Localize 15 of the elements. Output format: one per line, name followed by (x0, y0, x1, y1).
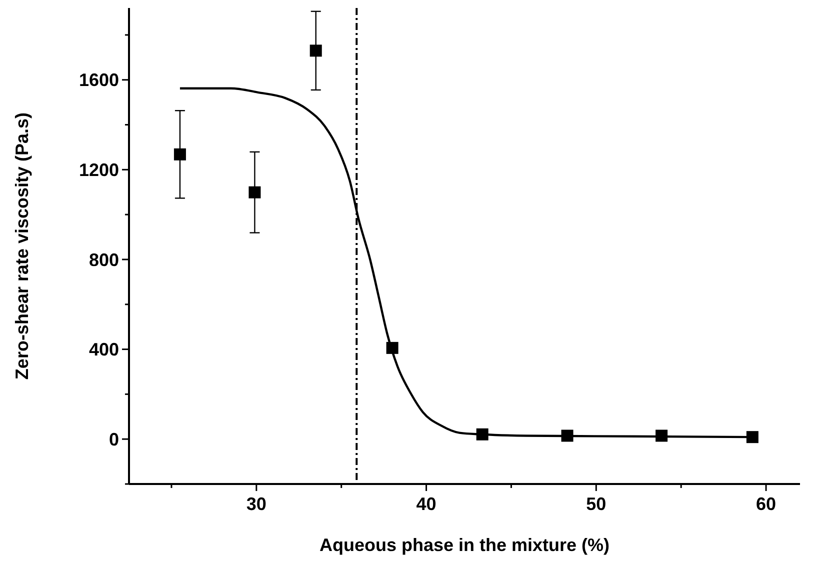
point (746, 431, 758, 444)
y-tick-label: 800 (88, 250, 119, 270)
x-tick-label: 50 (586, 494, 606, 514)
point (310, 44, 322, 57)
point (174, 148, 186, 160)
y-axis-title: Zero-shear rate viscosity (Pa.s) (12, 112, 32, 380)
y-tick-label: 0 (108, 429, 119, 450)
point (248, 186, 261, 198)
x-axis-title: Aqueous phase in the mixture (%) (319, 535, 610, 555)
x-tick-label: 40 (416, 494, 436, 514)
y-tick-label: 1200 (78, 160, 119, 180)
y-tick-label: 400 (88, 340, 119, 360)
x-tick-label: 30 (246, 494, 266, 514)
y-tick-label: 1600 (78, 70, 119, 90)
x-tick-label: 60 (756, 494, 776, 514)
